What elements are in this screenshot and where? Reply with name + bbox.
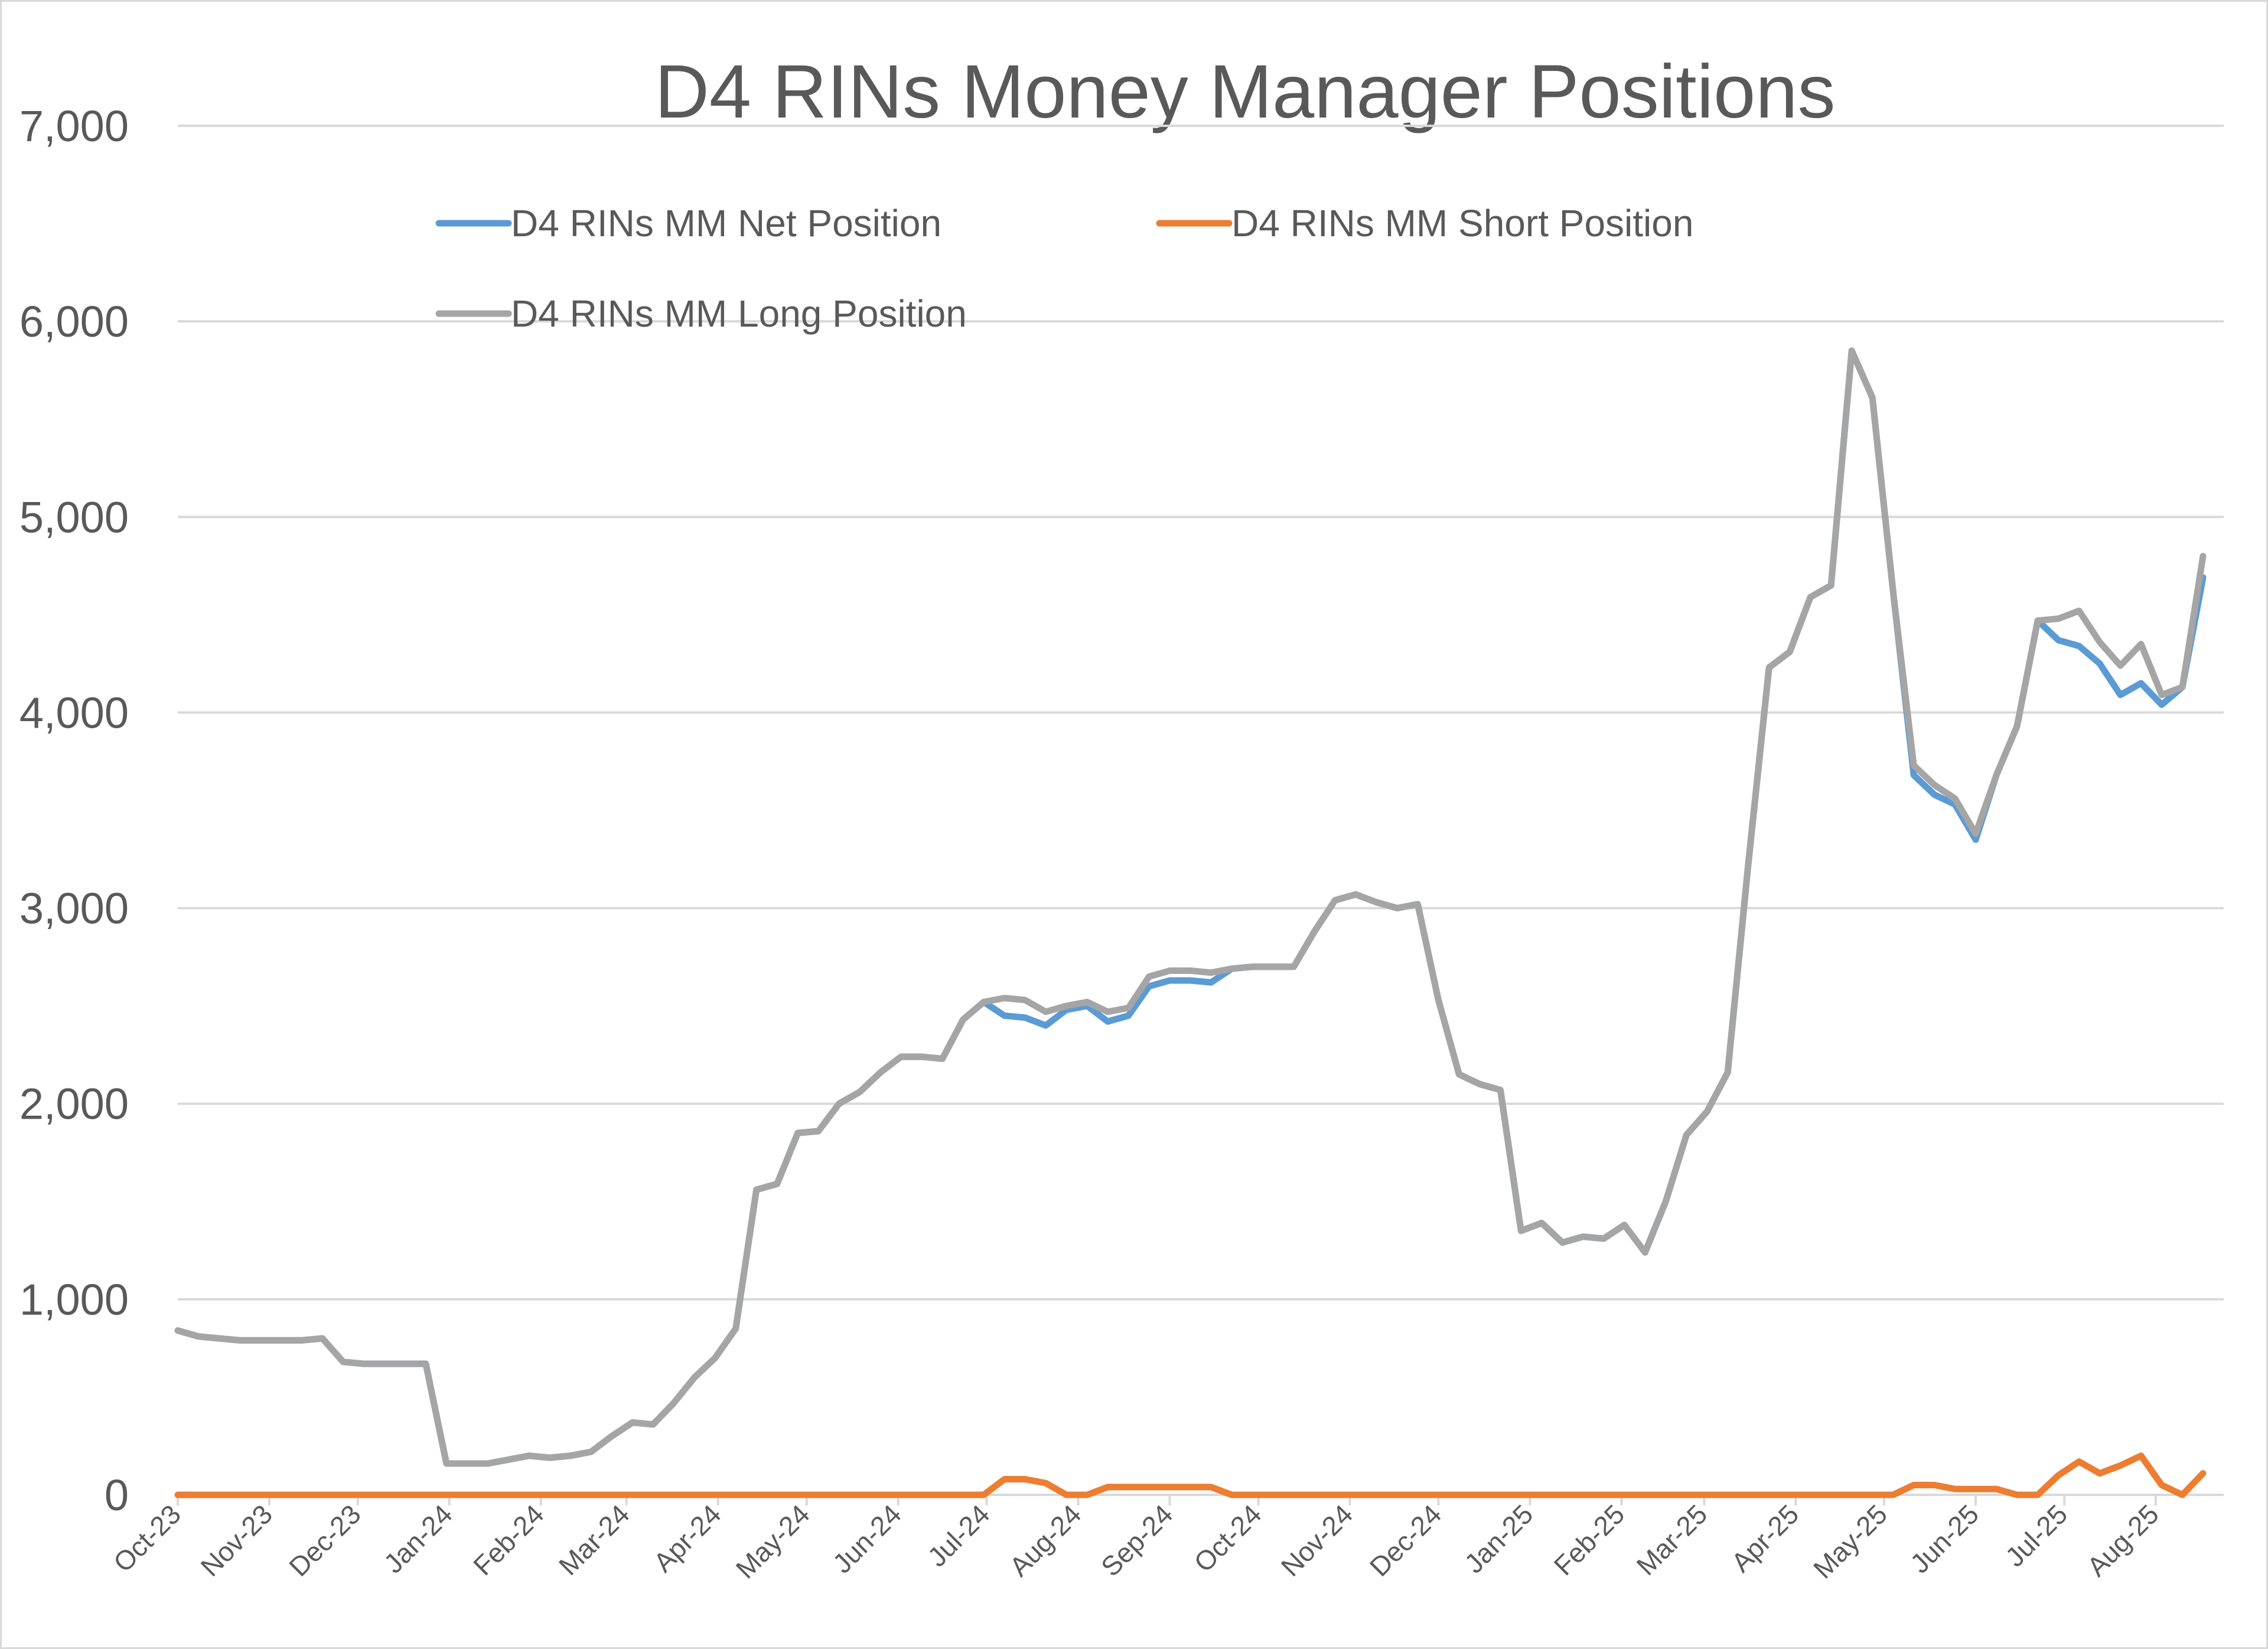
x-tick-label: Aug-24 [1003, 1498, 1087, 1582]
y-tick-label: 7,000 [19, 102, 129, 151]
y-tick-label: 1,000 [19, 1275, 129, 1324]
x-tick-label: Oct-24 [1188, 1498, 1267, 1578]
series-lines [174, 347, 2207, 1498]
y-tick-label: 0 [105, 1471, 129, 1520]
legend-item-d4-rins-mm-short-position: D4 RINs MM Short Position [1156, 202, 1693, 245]
x-tick-label: Dec-24 [1364, 1498, 1448, 1582]
x-tick-label: Mar-24 [553, 1498, 636, 1581]
x-tick-label: Feb-25 [1548, 1498, 1631, 1581]
x-tick-label: Apr-25 [1725, 1498, 1804, 1578]
legend-item-d4-rins-mm-long-position: D4 RINs MM Long Position [435, 292, 967, 335]
gridlines [178, 125, 2224, 1496]
x-tick-label: Jan-25 [1458, 1498, 1539, 1579]
x-tick-label: Nov-24 [1275, 1498, 1359, 1582]
x-tick-label: Jul-24 [921, 1498, 995, 1572]
y-tick-label: 6,000 [19, 297, 129, 346]
y-tick-label: 5,000 [19, 493, 129, 542]
legend-label: D4 RINs MM Net Position [511, 202, 941, 245]
chart-title: D4 RINs Money Manager Positions [654, 50, 1835, 134]
x-tick-label: Aug-25 [2081, 1498, 2165, 1582]
y-axis-tick-labels: 0 1,000 2,000 3,000 4,000 5,000 6,000 7,000 [19, 102, 129, 1520]
legend: D4 RINs MM Net Position D4 RINs MM Short … [435, 202, 1693, 335]
x-tick-label: Jun-24 [827, 1498, 907, 1579]
legend-label: D4 RINs MM Short Position [1231, 202, 1693, 245]
y-tick-label: 2,000 [19, 1080, 129, 1129]
y-tick-label: 3,000 [19, 884, 129, 933]
x-tick-label: Apr-24 [647, 1498, 726, 1578]
x-tick-label: Dec-23 [283, 1498, 367, 1582]
x-tick-label: Nov-23 [194, 1498, 278, 1582]
legend-item-d4-rins-mm-net-position: D4 RINs MM Net Position [435, 202, 941, 245]
x-tick-label: Jul-25 [1999, 1498, 2073, 1572]
x-axis-tick-labels: Oct-23 Nov-23 Dec-23 Jan-24 Feb-24 Mar-24 Apr-… [107, 1495, 2165, 1585]
x-tick-label: Jun-25 [1904, 1498, 1984, 1579]
x-tick-label: Sep-24 [1095, 1498, 1179, 1582]
x-tick-label: May-25 [1807, 1498, 1893, 1584]
legend-label: D4 RINs MM Long Position [511, 292, 967, 335]
x-tick-label: Feb-24 [467, 1498, 550, 1581]
x-tick-label: Jan-24 [378, 1498, 458, 1579]
x-tick-label: May-24 [730, 1498, 816, 1584]
y-tick-label: 4,000 [19, 688, 129, 737]
series-line-d4-rins-mm-long-position [174, 347, 2207, 1467]
series-line-d4-rins-mm-short-position [174, 1452, 2207, 1498]
x-tick-label: Mar-25 [1631, 1498, 1713, 1581]
